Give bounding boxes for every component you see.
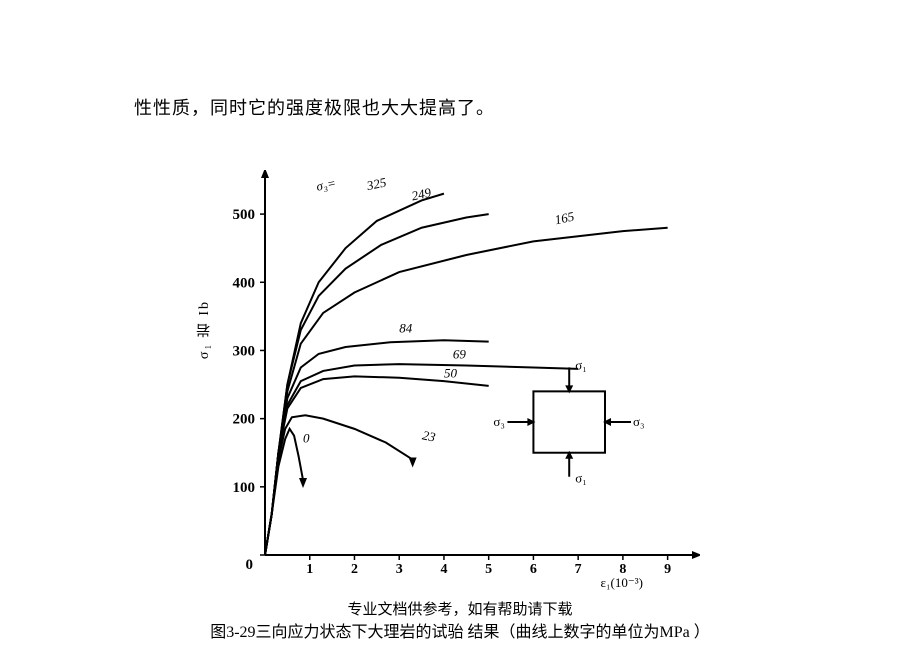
svg-text:50: 50 [444,366,458,381]
svg-text:0: 0 [303,431,310,446]
stress-strain-chart: 1002003004005000123456789ε₁(10⁻³)3252491… [200,170,700,590]
svg-text:σ₃=: σ₃= [315,175,337,194]
svg-text:400: 400 [233,275,256,291]
svg-text:1: 1 [306,562,313,577]
svg-text:7: 7 [575,562,582,577]
svg-text:325: 325 [364,174,388,193]
svg-text:3: 3 [396,562,403,577]
svg-text:6: 6 [530,562,537,577]
svg-text:0: 0 [246,557,254,573]
svg-text:5: 5 [485,562,492,577]
svg-text:249: 249 [410,185,433,204]
svg-text:9: 9 [664,562,671,577]
svg-text:2: 2 [351,562,358,577]
svg-text:69: 69 [453,347,467,362]
figure-caption: 图3-29三向应力状态下大理岩的试骀 结果（曲线上数字的单位为MPa ） [0,618,920,642]
svg-text:ε₁(10⁻³): ε₁(10⁻³) [601,575,643,590]
svg-text:200: 200 [233,412,256,428]
svg-text:500: 500 [233,207,256,223]
svg-text:23: 23 [421,427,437,444]
svg-text:300: 300 [233,343,256,359]
svg-text:σ₁: σ₁ [575,471,587,486]
svg-text:σ₃: σ₃ [633,414,645,429]
svg-text:4: 4 [440,562,447,577]
footnote: 专业文档供参考，如有帮助请下载 [0,598,920,619]
svg-text:84: 84 [399,321,413,336]
svg-text:σ₁: σ₁ [575,357,587,372]
svg-text:100: 100 [233,480,256,496]
svg-text:σ₃: σ₃ [493,414,505,429]
svg-text:165: 165 [553,208,576,227]
body-text: 性性质，同时它的强度极限也大大提高了。 [134,94,495,120]
